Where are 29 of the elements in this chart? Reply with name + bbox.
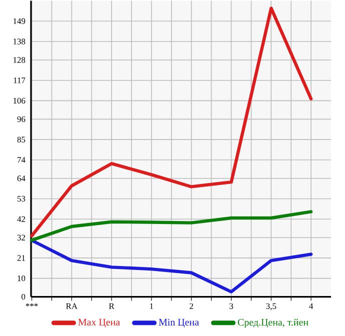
legend-label: Max Цена bbox=[78, 318, 120, 328]
y-tick-label: 106 bbox=[14, 98, 26, 104]
y-tick-label: 21 bbox=[17, 255, 25, 261]
x-tick-label: *** bbox=[26, 303, 38, 307]
y-tick-label: 42 bbox=[17, 216, 26, 222]
line-series bbox=[30, 238, 313, 294]
y-tick-label: 10 bbox=[18, 276, 26, 282]
line-series bbox=[30, 210, 313, 242]
legend-label: Min Цена bbox=[158, 318, 199, 328]
y-tick-label: 32 bbox=[17, 234, 26, 241]
y-tick-label: 0 bbox=[22, 294, 26, 300]
x-tick-label: R bbox=[109, 303, 114, 309]
y-tick-label: 138 bbox=[14, 38, 26, 44]
y-tick-label: 117 bbox=[14, 78, 26, 84]
x-tick-label: 2 bbox=[190, 303, 194, 310]
y-tick-label: 96 bbox=[17, 116, 26, 122]
x-tick-label: 4 bbox=[309, 303, 314, 309]
legend-label: Сред.Цена, т.йен bbox=[238, 318, 308, 328]
y-tick-label: 128 bbox=[14, 57, 26, 63]
y-tick-label: 74 bbox=[18, 157, 26, 163]
y-tick-label: 85 bbox=[17, 136, 26, 142]
x-tick-label: 1 bbox=[150, 303, 154, 309]
line-series bbox=[30, 6, 313, 238]
y-tick-label: 64 bbox=[17, 176, 26, 182]
x-tick-label: RA bbox=[66, 303, 78, 309]
x-tick-label: 3 bbox=[230, 303, 234, 310]
x-tick-label: 3,5 bbox=[266, 303, 276, 310]
y-tick-label: 53 bbox=[18, 196, 26, 202]
y-tick-label: 149 bbox=[14, 18, 26, 24]
